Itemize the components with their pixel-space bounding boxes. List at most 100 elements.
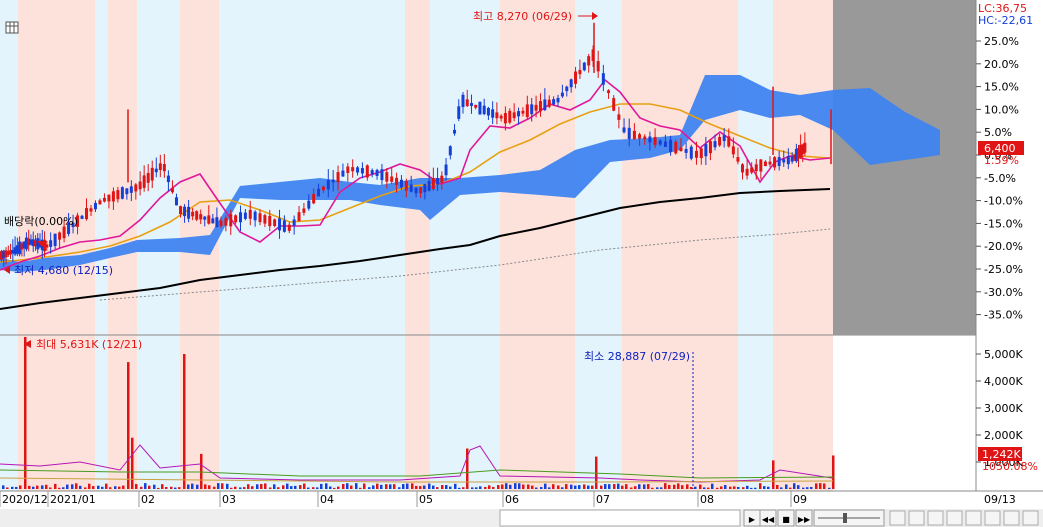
candle-body (207, 215, 211, 224)
candle-body (43, 239, 47, 252)
candle-body (297, 212, 301, 222)
period-band (500, 0, 575, 491)
tool-button[interactable] (946, 510, 963, 526)
candle-body (142, 175, 146, 188)
candle-body (587, 56, 591, 66)
volume-bar (497, 485, 500, 489)
volume-bar (776, 484, 779, 489)
volume-bar (127, 362, 130, 489)
volume-bar (282, 485, 285, 489)
volume-bar (432, 485, 435, 489)
candle-body (525, 104, 529, 118)
volume-bar (475, 487, 478, 489)
volume-bar (634, 486, 637, 489)
volume-bar (24, 336, 27, 489)
volume-bar (342, 483, 345, 489)
volume-bar (565, 484, 568, 489)
candle-body (486, 107, 490, 116)
volume-bar (398, 487, 401, 489)
tool-button[interactable] (927, 510, 944, 526)
volume-bar (561, 487, 564, 489)
candle-body (750, 167, 754, 173)
playback-button[interactable] (795, 509, 813, 527)
candle-body (517, 111, 521, 117)
current-change: 1.59% (984, 154, 1019, 167)
tool-button[interactable] (908, 510, 925, 526)
volume-bar (208, 485, 211, 489)
candle-body (754, 164, 758, 172)
volume-bar (204, 484, 207, 489)
candle-body (427, 180, 431, 191)
volume-bar (806, 487, 809, 489)
period-band (720, 0, 738, 491)
x-tick-label: 08 (700, 493, 714, 506)
volume-bar (591, 485, 594, 489)
volume-bar (372, 485, 375, 489)
volume-bar (299, 485, 302, 489)
x-axis-bg (0, 491, 1043, 509)
candle-body (722, 135, 726, 142)
candle-body (713, 141, 717, 148)
period-band (575, 0, 622, 491)
candle-body (170, 187, 174, 193)
candle-body (158, 163, 162, 171)
candle-body (211, 218, 215, 224)
zoom-slider-handle[interactable] (843, 513, 847, 523)
volume-bar (19, 485, 22, 489)
volume-bar (703, 487, 706, 489)
volume-bar (613, 484, 616, 489)
x-tick-label: 05 (419, 493, 433, 506)
volume-bar (802, 487, 805, 489)
candle-body (58, 232, 62, 240)
candle-body (499, 115, 503, 119)
table-icon-frame[interactable] (5, 21, 19, 34)
candle-body (71, 222, 75, 227)
candle-body (49, 240, 53, 247)
candle-body (679, 147, 683, 152)
candle-body (302, 208, 306, 213)
tool-button[interactable] (1003, 510, 1020, 526)
period-band (318, 0, 405, 491)
volume-bar (333, 487, 336, 489)
playback-button[interactable] (759, 509, 777, 527)
volume-bar (759, 483, 762, 489)
scroll-track[interactable] (499, 509, 741, 527)
playback-button[interactable] (777, 509, 795, 527)
candle-body (560, 92, 564, 97)
candle-body (578, 69, 582, 75)
future-area (833, 0, 976, 335)
candle-body (89, 208, 93, 212)
tool-button[interactable] (1022, 510, 1039, 526)
volume-bar (699, 484, 702, 489)
tool-button[interactable] (889, 510, 906, 526)
candle-body (20, 243, 24, 250)
tool-button[interactable] (984, 510, 1001, 526)
candle-body (414, 187, 418, 194)
volume-bar (191, 483, 194, 489)
cloud-shape (0, 75, 940, 272)
table-icon[interactable] (5, 21, 19, 34)
candle-body (674, 141, 678, 154)
y-tick-label: 25.0% (984, 35, 1019, 48)
candle-body (53, 233, 57, 246)
volume-bar (393, 484, 396, 489)
candle-body (341, 170, 345, 177)
candle-body (365, 165, 369, 178)
volume-bars (0, 336, 835, 489)
volume-bar (290, 486, 293, 489)
volume-bar (337, 486, 340, 489)
volume-bar (823, 483, 826, 489)
volume-bar (479, 486, 482, 489)
volume-bar (75, 483, 78, 489)
volume-bar (239, 487, 242, 489)
volume-bar (746, 485, 749, 489)
volume-bar (509, 484, 512, 489)
y-tick-label: -10.0% (984, 195, 1023, 208)
volume-bar (458, 487, 461, 489)
candle-body (134, 184, 138, 192)
volume-bar (733, 486, 736, 489)
tool-button[interactable] (965, 510, 982, 526)
candle-body (669, 139, 673, 153)
period-band (0, 0, 18, 491)
volume-y-tick-label: 2,000K (984, 429, 1023, 442)
